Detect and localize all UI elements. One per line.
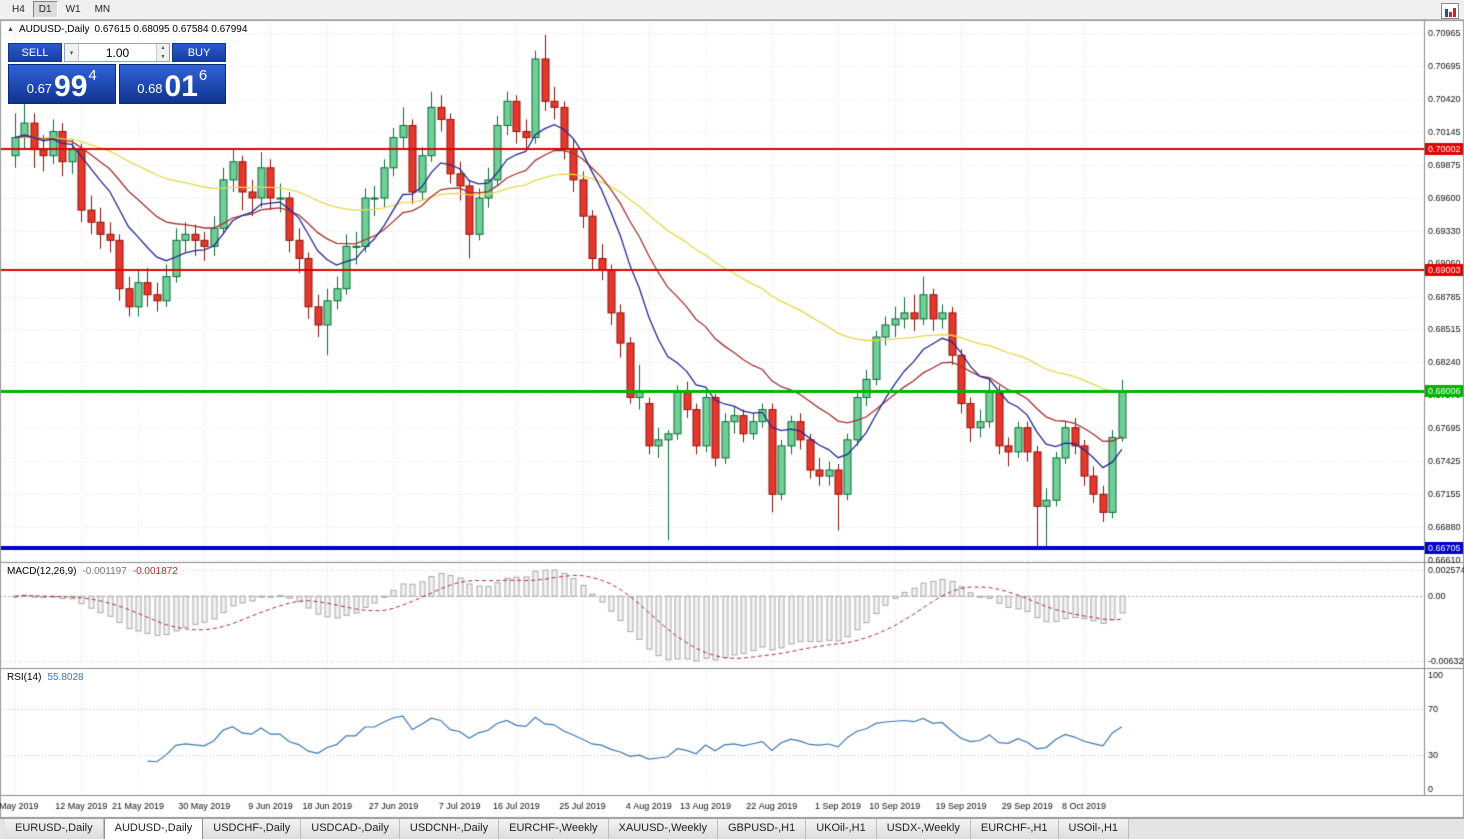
symbol-period-label: AUDUSD-,Daily [18, 24, 90, 35]
rsi-name: RSI(14) [7, 672, 42, 683]
volume-field: ▾ 1.00 ▲ ▼ [64, 43, 170, 62]
buy-price-prefix: 0.68 [137, 81, 163, 96]
timeframe-button-h4[interactable]: H4 [12, 4, 25, 15]
buy-button[interactable]: BUY [172, 43, 226, 62]
buy-price-big: 01 [164, 69, 198, 103]
mini-chart-icon[interactable] [1441, 3, 1459, 19]
chart-tab-eurchf-weekly[interactable]: EURCHF-,Weekly [499, 819, 609, 839]
buy-price-button[interactable]: 0.68 01 6 [118, 64, 226, 104]
volume-up-icon[interactable]: ▲ [157, 44, 169, 53]
macd-header: MACD(12,26,9) -0.001197 -0.001872 [7, 566, 178, 577]
macd-main-value: -0.001197 [82, 566, 127, 577]
chart-tab-ukoil-h1[interactable]: UKOil-,H1 [806, 819, 877, 839]
chart-window: ▲ AUDUSD-,Daily 0.67615 0.68095 0.67584 … [0, 20, 1464, 818]
chart-tab-usdx-weekly[interactable]: USDX-,Weekly [876, 819, 971, 839]
chart-title: ▲ AUDUSD-,Daily 0.67615 0.68095 0.67584 … [7, 24, 247, 35]
chart-tab-gbpusd-h1[interactable]: GBPUSD-,H1 [717, 819, 807, 839]
timeframe-button-mn[interactable]: MN [94, 4, 111, 15]
rsi-header: RSI(14) 55.8028 [7, 672, 84, 683]
timeframe-bar: H4 D1 W1 MN [0, 0, 1464, 20]
price-chart-canvas[interactable] [0, 20, 1464, 818]
chart-tab-usdcnh-daily[interactable]: USDCNH-,Daily [399, 819, 500, 839]
chart-tab-usdcad-daily[interactable]: USDCAD-,Daily [301, 819, 400, 839]
sell-price-button[interactable]: 0.67 99 4 [8, 64, 116, 104]
symbol-triangle-icon: ▲ [7, 26, 14, 33]
sell-price-big: 99 [54, 69, 88, 103]
sell-button[interactable]: SELL [8, 43, 62, 62]
ohlc-values: 0.67615 0.68095 0.67584 0.67994 [94, 24, 248, 35]
bottom-tabbar: EURUSD-,Daily AUDUSD-,Daily USDCHF-,Daily U… [0, 818, 1464, 839]
volume-spinner: ▲ ▼ [156, 44, 169, 61]
chart-tab-eurchf-h1[interactable]: EURCHF-,H1 [970, 819, 1059, 839]
icon-bar-red [1452, 8, 1456, 17]
timeframe-button-w1[interactable]: W1 [65, 4, 81, 15]
rsi-value: 55.8028 [47, 672, 84, 683]
chart-tab-audusd-daily[interactable]: AUDUSD-,Daily [103, 819, 204, 839]
volume-down-icon[interactable]: ▼ [157, 52, 169, 61]
chart-tab-eurusd-daily[interactable]: EURUSD-,Daily [5, 819, 104, 839]
macd-name: MACD(12,26,9) [7, 566, 77, 577]
one-click-trading-panel: SELL ▾ 1.00 ▲ ▼ BUY 0.67 99 4 0.68 01 6 [8, 43, 226, 104]
volume-dropdown-icon[interactable]: ▾ [65, 44, 79, 61]
icon-bar-red-small [1448, 12, 1452, 17]
volume-input[interactable]: 1.00 [105, 45, 130, 60]
chart-tab-usdchf-daily[interactable]: USDCHF-,Daily [203, 819, 302, 839]
sell-price-sup: 4 [88, 67, 97, 84]
chart-tab-xauusd-weekly[interactable]: XAUUSD-,Weekly [608, 819, 718, 839]
macd-signal-value: -0.001872 [132, 566, 178, 577]
buy-price-sup: 6 [198, 67, 208, 84]
timeframe-button-d1[interactable]: D1 [32, 1, 58, 18]
chart-tab-usoil-h1[interactable]: USOil-,H1 [1058, 819, 1130, 839]
sell-price-prefix: 0.67 [26, 81, 53, 96]
icon-bar-blue [1444, 9, 1448, 17]
